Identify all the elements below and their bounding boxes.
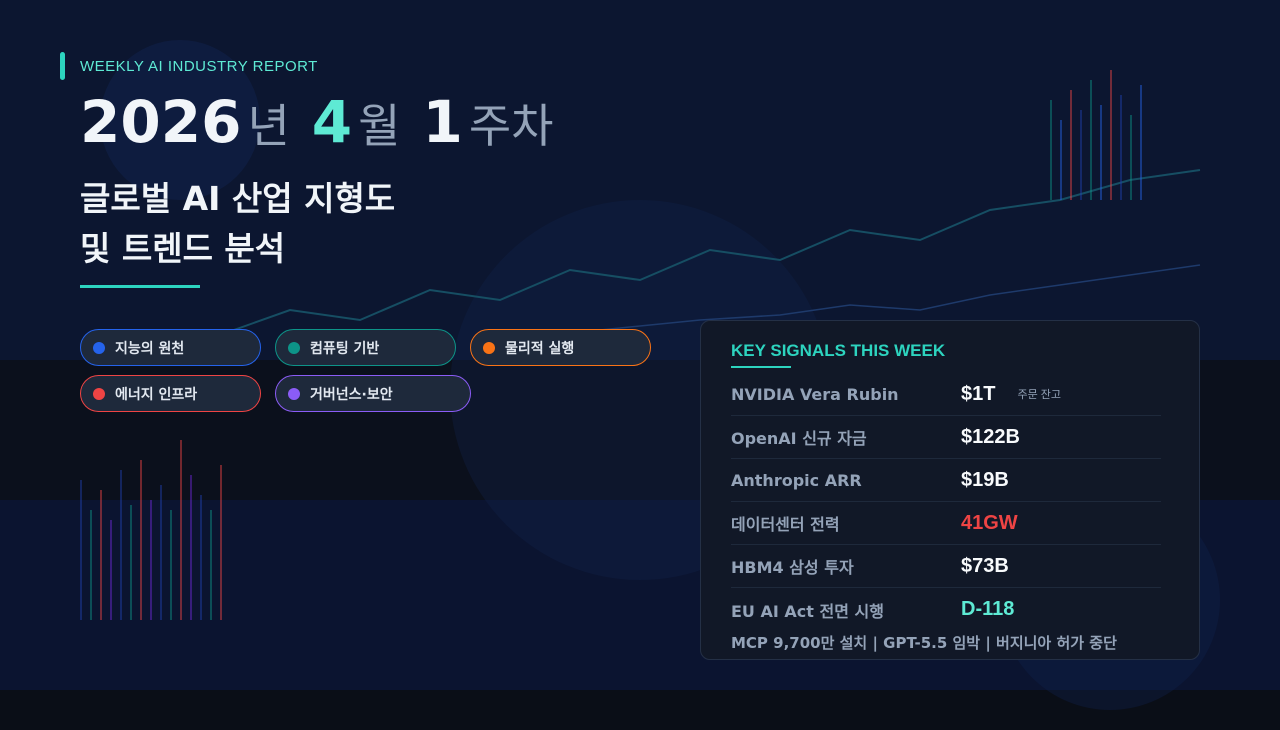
title-line: 글로벌 AI 산업 지형도: [80, 179, 396, 218]
signal-label: OpenAI 신규 자금: [731, 429, 867, 448]
decorative-bar: [170, 510, 172, 620]
decorative-bar: [160, 485, 162, 620]
key-signals-card: KEY SIGNALS THIS WEEK NVIDIA Vera Rubin $…: [700, 320, 1200, 660]
background-band: [0, 690, 1280, 730]
pillar-label: 에너지 인프라: [115, 386, 198, 403]
decorative-bar: [200, 495, 202, 620]
signal-value: D-118: [961, 598, 1015, 620]
signal-row: Anthropic ARR $19B: [731, 459, 1161, 502]
decorative-bar: [130, 505, 132, 620]
signal-label: HBM4 삼성 투자: [731, 558, 854, 577]
signal-value: $1T: [961, 382, 996, 405]
report-eyebrow: WEEKLY AI INDUSTRY REPORT: [60, 52, 318, 80]
pillar-tag[interactable]: 거버넌스·보안: [275, 375, 471, 412]
decorative-bar: [180, 440, 182, 620]
pillar-tag[interactable]: 에너지 인프라: [80, 375, 261, 412]
dot-icon: [288, 341, 300, 354]
decorative-bar: [1080, 110, 1082, 200]
dot-icon: [483, 341, 495, 354]
decorative-bar: [1090, 80, 1092, 200]
signal-value: $19B: [961, 468, 1009, 491]
decorative-bar: [1120, 95, 1122, 200]
signal-value: 41GW: [961, 511, 1018, 534]
dot-icon: [93, 341, 105, 354]
signal-note: 주문 잔고: [1017, 389, 1062, 401]
pillar-label: 지능의 원천: [115, 340, 185, 357]
report-date: 2026 년 4 월 1 주차: [80, 88, 575, 156]
dot-icon: [288, 387, 300, 400]
card-title: KEY SIGNALS THIS WEEK: [731, 341, 946, 360]
decorative-bar: [110, 520, 112, 620]
week: 1: [422, 88, 463, 156]
decorative-bar: [1070, 90, 1072, 200]
decorative-bar: [190, 475, 192, 620]
signal-label: EU AI Act 전면 시행: [731, 601, 884, 621]
signal-row: OpenAI 신규 자금 $122B: [731, 416, 1161, 459]
decorative-bar: [1050, 100, 1052, 200]
title-underline: [80, 285, 200, 288]
signal-label: NVIDIA Vera Rubin: [731, 384, 899, 404]
title-line: 및 트렌드 분석: [80, 229, 286, 268]
decorative-bar: [1060, 120, 1062, 200]
decorative-bar: [1100, 105, 1102, 200]
eyebrow-text: WEEKLY AI INDUSTRY REPORT: [80, 57, 318, 75]
dot-icon: [93, 387, 105, 400]
signal-label: Anthropic ARR: [731, 470, 862, 490]
signal-row: 데이터센터 전력 41GW: [731, 502, 1161, 545]
pillar-label: 컴퓨팅 기반: [310, 340, 380, 357]
month-unit: 월: [358, 99, 401, 153]
signals-footer: MCP 9,700만 설치 | GPT-5.5 임박 | 버지니아 허가 중단: [731, 634, 1117, 652]
pillar-label: 거버넌스·보안: [310, 386, 393, 403]
signal-value: $122B: [961, 425, 1020, 448]
decorative-bar: [210, 510, 212, 620]
pillar-tag[interactable]: 컴퓨팅 기반: [275, 329, 456, 366]
signal-value: $73B: [961, 554, 1009, 577]
decorative-bar: [80, 480, 82, 620]
decorative-bar: [1130, 115, 1132, 200]
week-unit: 주차: [468, 99, 554, 153]
page-title: 글로벌 AI 산업 지형도 및 트렌드 분석: [80, 174, 395, 274]
pillar-label: 물리적 실행: [505, 340, 575, 357]
signal-label: 데이터센터 전력: [731, 515, 840, 534]
signal-row: NVIDIA Vera Rubin $1T 주문 잔고: [731, 373, 1161, 416]
accent-bar: [60, 52, 65, 80]
year-unit: 년: [247, 99, 290, 153]
decorative-bar: [100, 490, 102, 620]
year: 2026: [80, 88, 242, 156]
decorative-bar: [140, 460, 142, 620]
pillar-tag[interactable]: 지능의 원천: [80, 329, 261, 366]
decorative-bar: [90, 510, 92, 620]
decorative-bar: [220, 465, 222, 620]
title-underline: [731, 366, 791, 368]
decorative-bar: [150, 500, 152, 620]
decorative-bar: [1110, 70, 1112, 200]
signal-row: EU AI Act 전면 시행 D-118: [731, 588, 1161, 631]
pillar-tag[interactable]: 물리적 실행: [470, 329, 651, 366]
signal-row: HBM4 삼성 투자 $73B: [731, 545, 1161, 588]
month: 4: [311, 88, 353, 156]
decorative-bar: [1140, 85, 1142, 200]
decorative-bar: [120, 470, 122, 620]
